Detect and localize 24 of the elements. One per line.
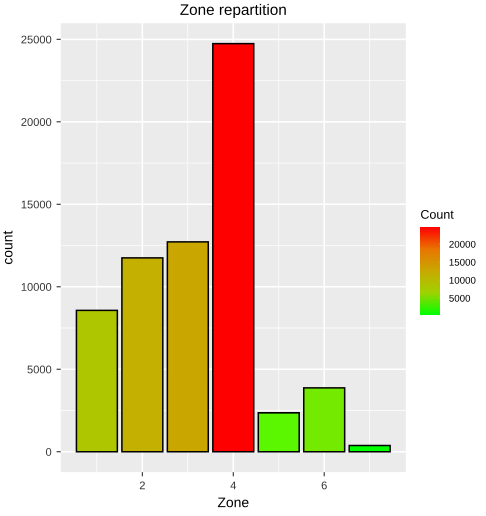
bar [258, 412, 300, 452]
y-tick-label: 0 [46, 448, 52, 456]
x-tick-label: 6 [322, 481, 327, 490]
y-tick-label: 5000 [27, 366, 52, 374]
bar [76, 310, 118, 452]
y-tick-label: 25000 [21, 36, 52, 44]
bar [348, 444, 391, 452]
y-tick-label: 20000 [21, 118, 52, 126]
chart-title: Zone repartition [180, 4, 286, 18]
bar [212, 42, 255, 452]
x-tick-label: 2 [140, 481, 145, 490]
y-tick-label: 15000 [22, 200, 52, 208]
color-bar-label: 10000 [450, 276, 476, 284]
x-tick-label: 4 [230, 482, 236, 490]
y-axis-title: count [3, 230, 13, 264]
color-bar-title: Count [421, 210, 454, 219]
color-bar-label: 5000 [449, 294, 470, 302]
color-bar-label: 20000 [449, 240, 476, 248]
x-axis-title: Zone [218, 498, 248, 508]
bar [166, 241, 210, 452]
bar [302, 387, 346, 452]
bar [121, 257, 164, 452]
y-tick-label: 10000 [22, 283, 52, 291]
color-bar-label: 15000 [450, 258, 476, 266]
